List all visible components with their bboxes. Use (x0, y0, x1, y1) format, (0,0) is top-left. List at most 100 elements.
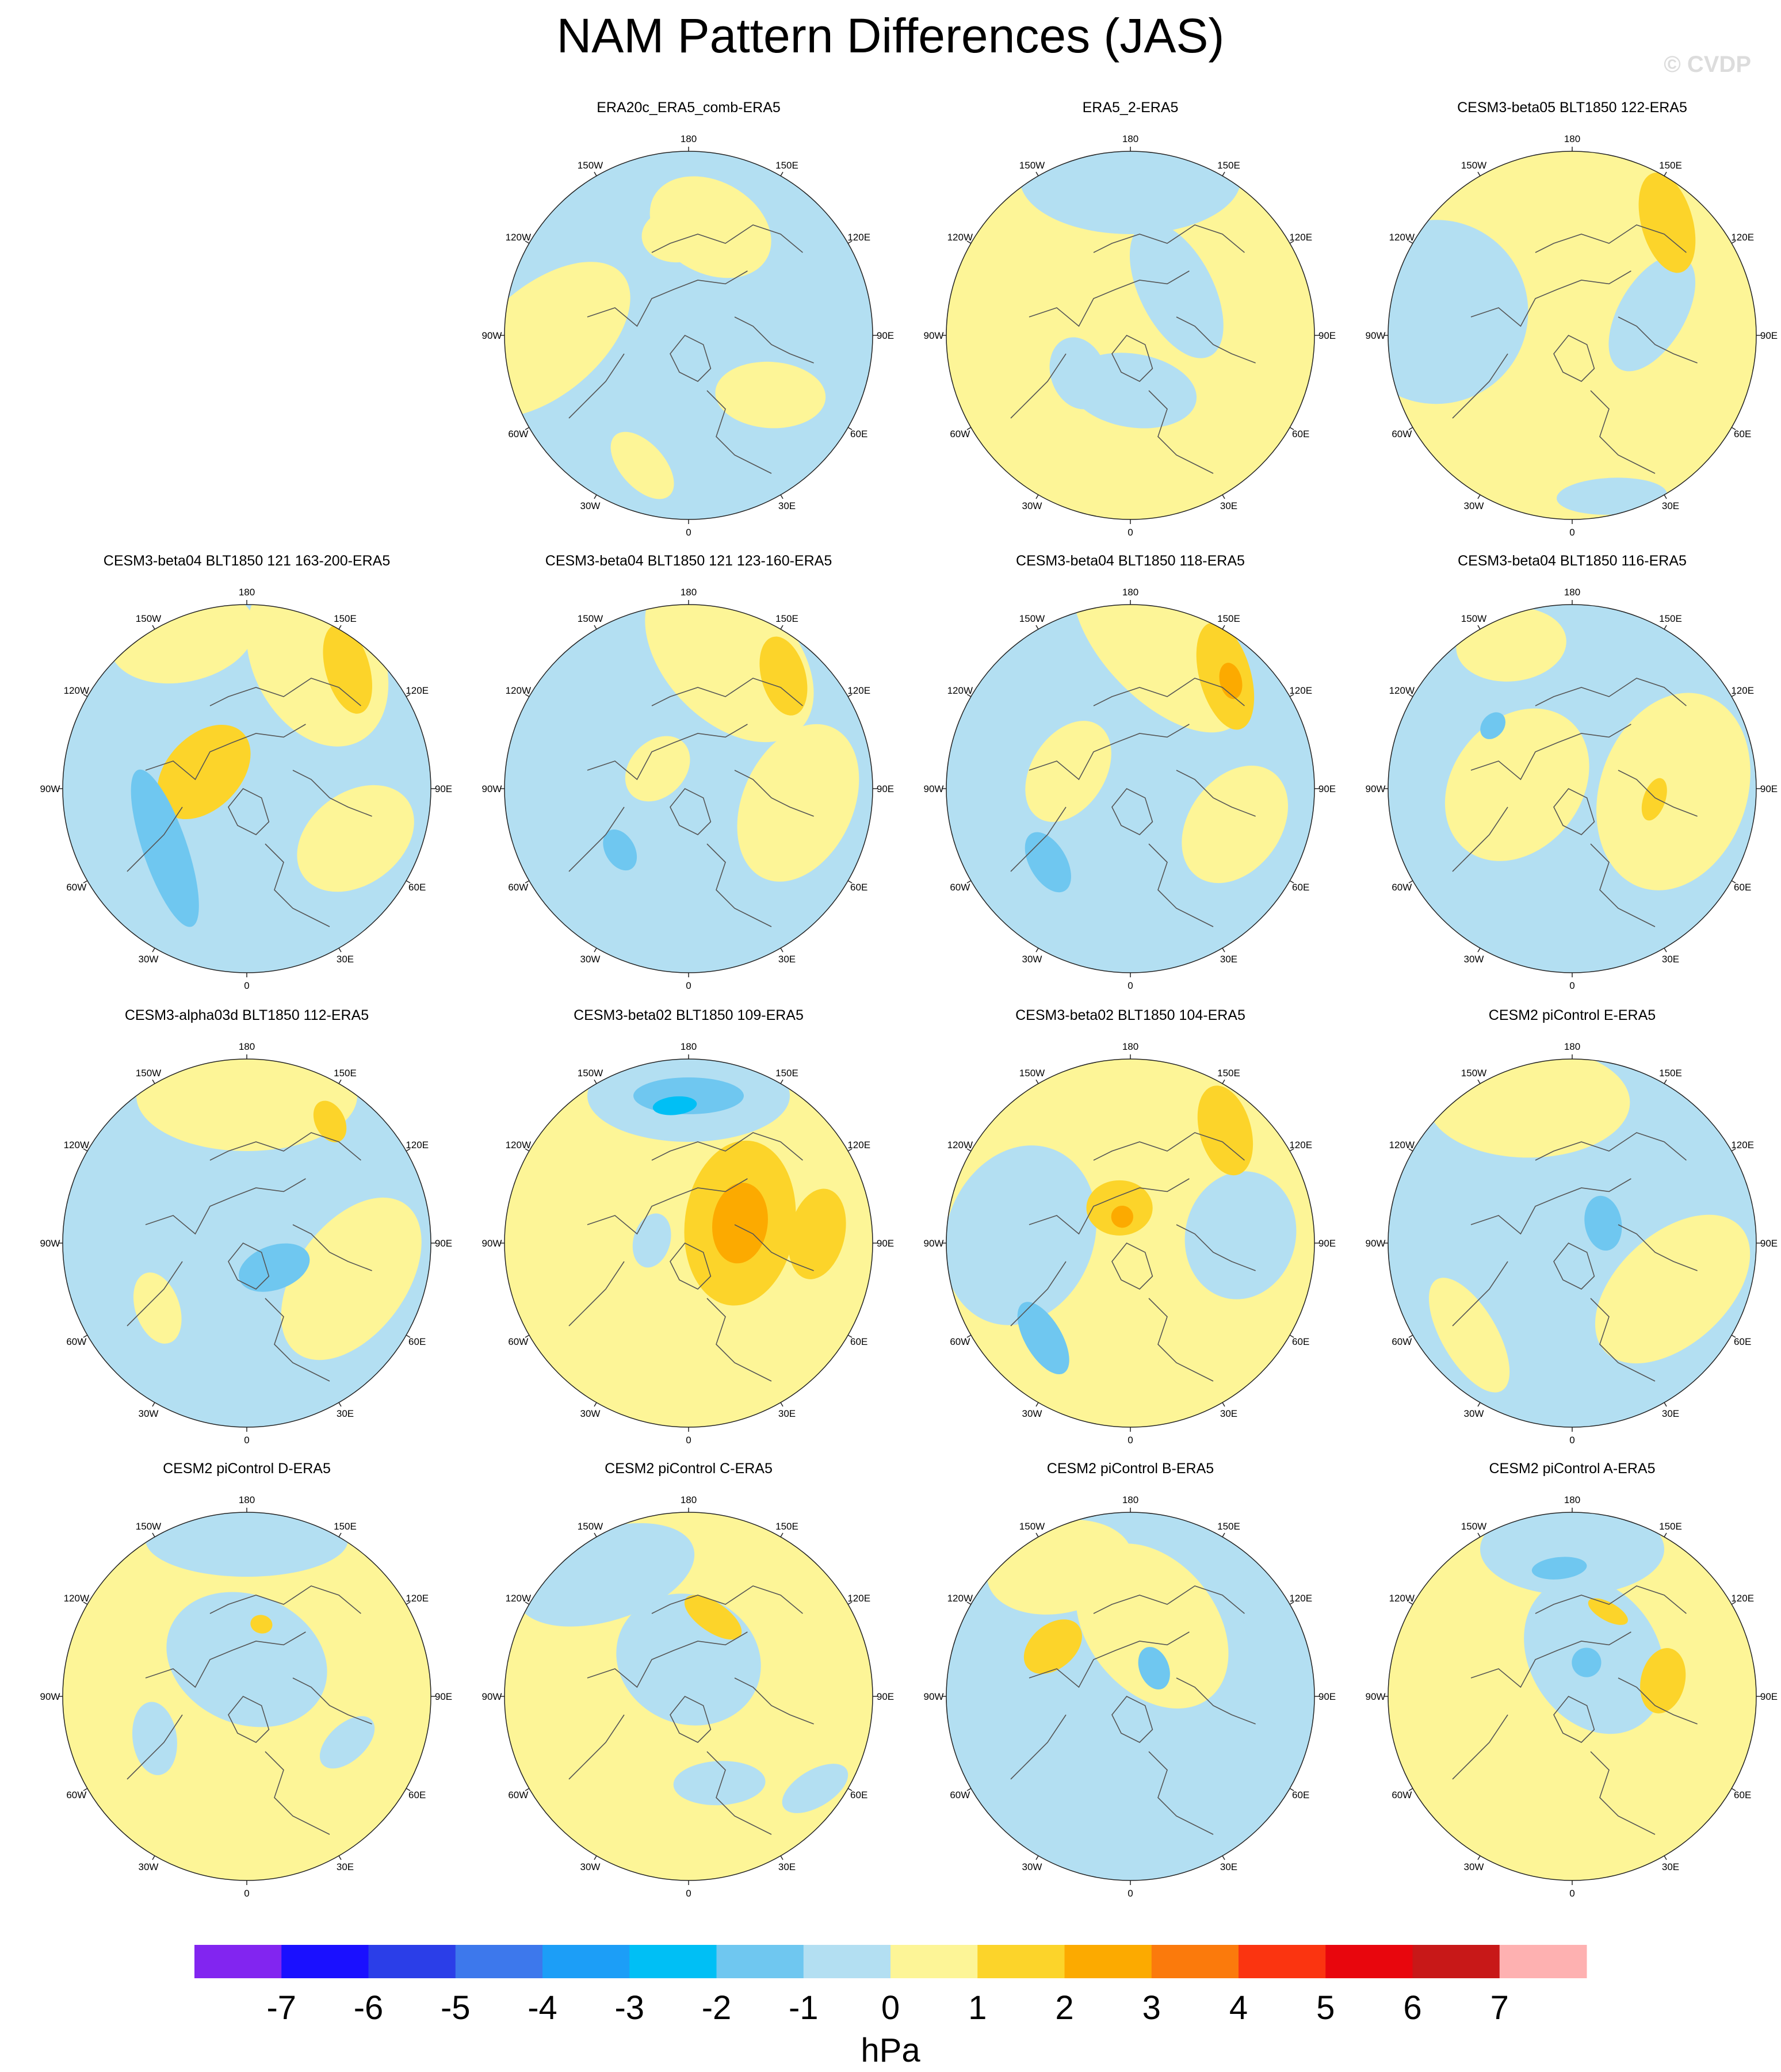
longitude-tick (1035, 1855, 1039, 1860)
longitude-label: 30E (337, 1408, 354, 1419)
colorbar-tick-label: -5 (441, 1989, 471, 2027)
longitude-tick (1477, 1079, 1481, 1084)
longitude-tick (594, 1079, 597, 1084)
longitude-label: 150W (1461, 613, 1486, 624)
anomaly-contour (632, 1213, 671, 1268)
longitude-label: 90W (924, 1238, 944, 1249)
longitude-label: 90W (1366, 783, 1386, 794)
longitude-label: 150W (1019, 160, 1045, 171)
longitude-label: 60W (1392, 1336, 1412, 1347)
longitude-label: 180 (1122, 587, 1138, 598)
map-panel: CESM3-beta02 BLT1850 104-ERA5 180 150E 120E… (909, 1006, 1352, 1460)
colorbar-bin (1064, 1945, 1152, 1978)
longitude-tick (1664, 1532, 1667, 1538)
longitude-label: 90E (435, 1691, 452, 1702)
longitude-tick (1035, 1079, 1039, 1084)
coastline (1452, 353, 1508, 419)
longitude-label: 0 (1569, 1888, 1574, 1899)
longitude-label: 30E (337, 1861, 354, 1872)
longitude-label: 60E (1292, 882, 1309, 893)
coastline (209, 1585, 361, 1614)
coastline (292, 1224, 372, 1271)
longitude-label: 150W (578, 1068, 603, 1079)
coastline (734, 316, 814, 364)
longitude-label: 60W (508, 1336, 528, 1347)
colorbar-unit-label: hPa (861, 2032, 920, 2069)
anomaly-contour (313, 1100, 347, 1142)
longitude-label: 120W (64, 685, 89, 696)
longitude-label: 90W (1366, 1691, 1386, 1702)
coastline (1148, 1751, 1214, 1835)
longitude-label: 120W (506, 1140, 531, 1150)
longitude-label: 30E (337, 954, 354, 965)
coastline (1590, 843, 1656, 927)
anomaly-contour (610, 431, 674, 499)
panel-title: CESM2 piControl B-ERA5 (1046, 1461, 1214, 1477)
colorbar-tick-label: -7 (266, 1989, 296, 2027)
longitude-label: 30W (1464, 500, 1484, 511)
longitude-label: 60W (508, 429, 528, 439)
longitude-label: 120W (64, 1593, 89, 1604)
longitude-label: 90E (1318, 1238, 1336, 1249)
coastline (1553, 1695, 1595, 1743)
longitude-label: 120E (1289, 232, 1312, 243)
longitude-label: 180 (681, 133, 697, 144)
anomaly-contour (157, 724, 251, 820)
anomaly-contour (652, 1096, 697, 1115)
longitude-tick (1289, 1788, 1294, 1791)
longitude-tick (847, 1601, 853, 1605)
anomaly-contour (239, 1243, 310, 1292)
coastline (1111, 1695, 1153, 1743)
longitude-tick (780, 947, 784, 953)
longitude-label: 180 (1564, 1041, 1580, 1052)
longitude-label: 150W (578, 613, 603, 624)
longitude-tick (594, 171, 597, 177)
anomaly-contour (788, 1188, 846, 1279)
longitude-label: 60E (408, 1790, 426, 1800)
anomaly-contour (684, 1595, 742, 1640)
longitude-label: 120E (847, 232, 870, 243)
longitude-label: 60W (950, 429, 970, 439)
colorbar-tick-label: -2 (702, 1989, 732, 2027)
longitude-tick (966, 880, 972, 884)
coastline (1618, 316, 1698, 364)
longitude-tick (338, 1532, 342, 1538)
longitude-label: 150W (578, 160, 603, 171)
longitude-label: 150E (1217, 1521, 1240, 1532)
coastline (1176, 1677, 1256, 1725)
longitude-tick (1035, 947, 1039, 953)
longitude-label: 120W (947, 1593, 973, 1604)
coastline (1470, 724, 1631, 781)
anomaly-contour (737, 724, 859, 882)
panel-title: CESM3-beta04 BLT1850 121 163-200-ERA5 (103, 553, 391, 569)
anomaly-contour (1111, 1205, 1134, 1228)
panel-title: ERA5_2-ERA5 (1082, 100, 1179, 116)
longitude-tick (1035, 494, 1039, 499)
coastline (587, 724, 748, 781)
longitude-label: 180 (239, 587, 255, 598)
coastline (651, 678, 803, 706)
longitude-tick (525, 1601, 530, 1605)
longitude-label: 90E (1760, 783, 1778, 794)
anomaly-contour (1138, 1647, 1170, 1690)
anomaly-contour (1023, 1619, 1082, 1674)
coastline (265, 1751, 330, 1835)
longitude-tick (1222, 171, 1225, 177)
longitude-label: 150E (334, 1521, 357, 1532)
anomaly-contour (1020, 151, 1241, 234)
coastline (1535, 678, 1687, 706)
coastline (1618, 770, 1698, 817)
anomaly-contour (1184, 1171, 1297, 1299)
polar-map: 180 150E 120E 90E 60E 30E 0 30W 60W 90W 120W 150W (1366, 587, 1778, 991)
longitude-label: 150W (578, 1521, 603, 1532)
longitude-label: 60E (850, 1336, 867, 1347)
map-panel: CESM3-alpha03d BLT1850 112-ERA5 180 150E 12… (25, 1006, 468, 1460)
longitude-label: 0 (1128, 980, 1133, 991)
longitude-label: 120E (847, 685, 870, 696)
longitude-label: 180 (1122, 1494, 1138, 1505)
anomaly-contour (625, 736, 690, 802)
coastline (1470, 270, 1631, 327)
longitude-label: 30W (1022, 954, 1042, 965)
longitude-label: 30E (1662, 954, 1679, 965)
longitude-label: 120E (406, 1593, 429, 1604)
